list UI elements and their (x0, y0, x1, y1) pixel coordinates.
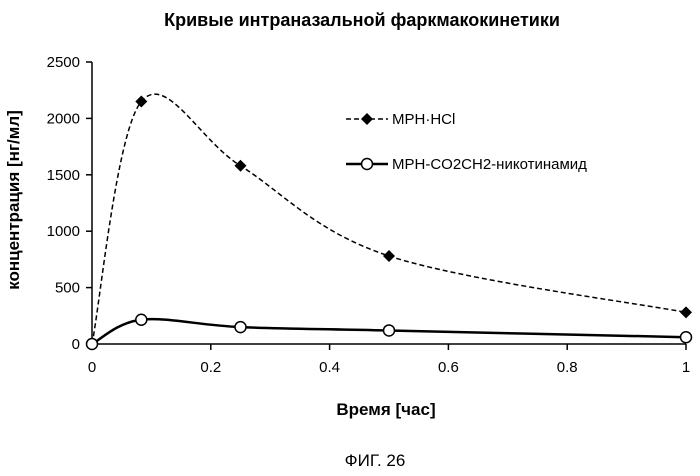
legend: MPH·HCl MPH-CO2CH2-никотинамид (346, 111, 587, 173)
legend-marker-mph-nicotinamide (362, 159, 373, 170)
series-1-point-4 (681, 332, 692, 343)
series-1-point-2 (235, 322, 246, 333)
series-line-0 (92, 94, 686, 344)
series-0-point-2 (235, 160, 247, 172)
series-1-point-0 (87, 339, 98, 350)
series-1-point-1 (136, 314, 147, 325)
series-1-point-3 (384, 325, 395, 336)
legend-label-mph-nicotinamide: MPH-CO2CH2-никотинамид (392, 156, 587, 173)
series-0-point-3 (383, 250, 395, 262)
legend-marker-mph-hcl (361, 113, 373, 125)
chart-title: Кривые интраназальной фаркмакокинетики (164, 10, 560, 30)
figure-caption: ФИГ. 26 (345, 451, 406, 470)
y-tick-label: 2000 (47, 110, 80, 127)
x-tick-label: 0 (88, 359, 96, 376)
y-tick-label: 1000 (47, 223, 80, 240)
y-axis-label: концентрация [нг/мл] (4, 110, 23, 290)
y-tick-label: 500 (55, 280, 80, 297)
x-tick-label: 0.2 (200, 359, 221, 376)
y-tick-label: 0 (72, 336, 80, 353)
series-0-point-1 (135, 95, 147, 107)
y-tick-label: 1500 (47, 167, 80, 184)
x-tick-label: 0.4 (319, 359, 340, 376)
y-tick-label: 2500 (47, 54, 80, 71)
x-tick-label: 1 (682, 359, 690, 376)
x-tick-label: 0.8 (557, 359, 578, 376)
x-tick-label: 0.6 (438, 359, 459, 376)
legend-label-mph-hcl: MPH·HCl (392, 111, 455, 128)
x-axis-label: Время [час] (336, 400, 435, 419)
series-0-point-4 (680, 306, 692, 318)
